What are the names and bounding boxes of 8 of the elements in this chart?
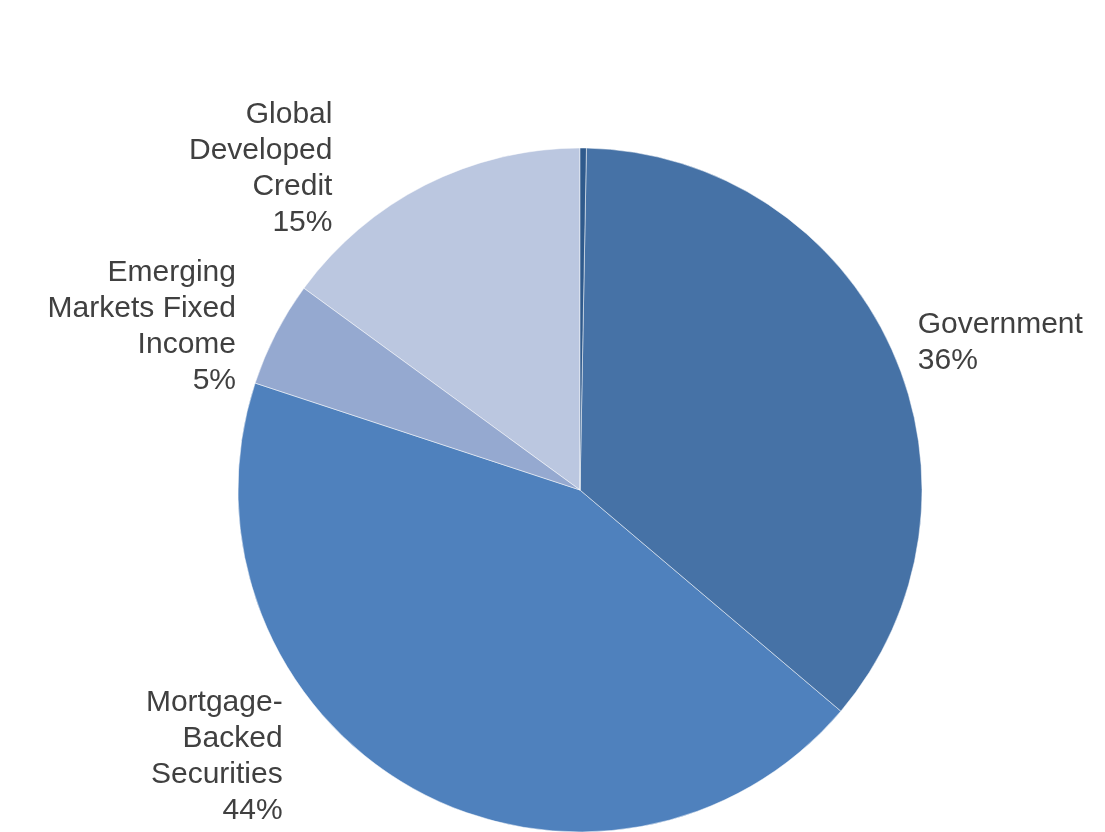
slice-label: Government — [917, 306, 1084, 340]
data-label: 44% — [222, 792, 283, 826]
slice-label: Emerging Markets Fixed Income — [47, 253, 236, 359]
slice-label: Global Developed Credit — [189, 96, 334, 202]
data-label: 15% — [272, 204, 333, 238]
data-label: 5% — [192, 361, 236, 395]
data-label: 36% — [917, 342, 978, 376]
slice-label: Mortgage-Backed Securities — [145, 684, 283, 790]
